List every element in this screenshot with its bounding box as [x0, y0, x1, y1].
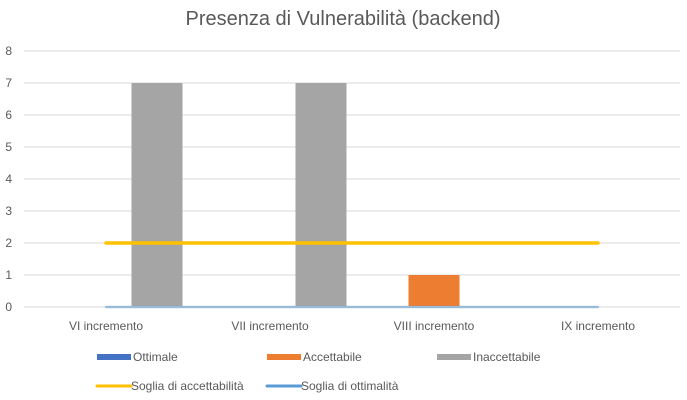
legend-label: Ottimale [133, 350, 178, 364]
y-tick-label: 8 [5, 44, 12, 58]
legend-swatch [267, 354, 301, 360]
bar-accettabile [408, 275, 460, 307]
legend-swatch [97, 354, 131, 360]
legend-label: Soglia di ottimalità [301, 379, 399, 393]
bar-inaccettabile [131, 83, 183, 307]
chart-title: Presenza di Vulnerabilità (backend) [186, 8, 501, 30]
legend-label: Inaccettabile [473, 350, 541, 364]
y-tick-label: 1 [5, 268, 12, 282]
legend: Ottimale Accettabile Inaccettabile Soglia d… [95, 350, 541, 393]
legend-label: Soglia di accettabilità [131, 379, 244, 393]
y-tick-label: 0 [5, 300, 12, 314]
y-tick-label: 6 [5, 108, 12, 122]
x-tick-label: VII incremento [231, 319, 309, 333]
x-tick-label: IX incremento [561, 319, 635, 333]
x-tick-label: VIII incremento [394, 319, 475, 333]
x-tick-label: VI incremento [69, 319, 143, 333]
bar-inaccettabile [295, 83, 347, 307]
y-tick-label: 4 [5, 172, 12, 186]
legend-swatch [437, 354, 471, 360]
y-tick-label: 5 [5, 140, 12, 154]
y-tick-label: 7 [5, 76, 12, 90]
bars [131, 83, 460, 307]
y-tick-label: 3 [5, 204, 12, 218]
legend-label: Accettabile [303, 350, 362, 364]
y-tick-label: 2 [5, 236, 12, 250]
axes: 0 1 2 3 4 5 6 7 8 VI incremento VII incremento VIII… [5, 44, 680, 333]
